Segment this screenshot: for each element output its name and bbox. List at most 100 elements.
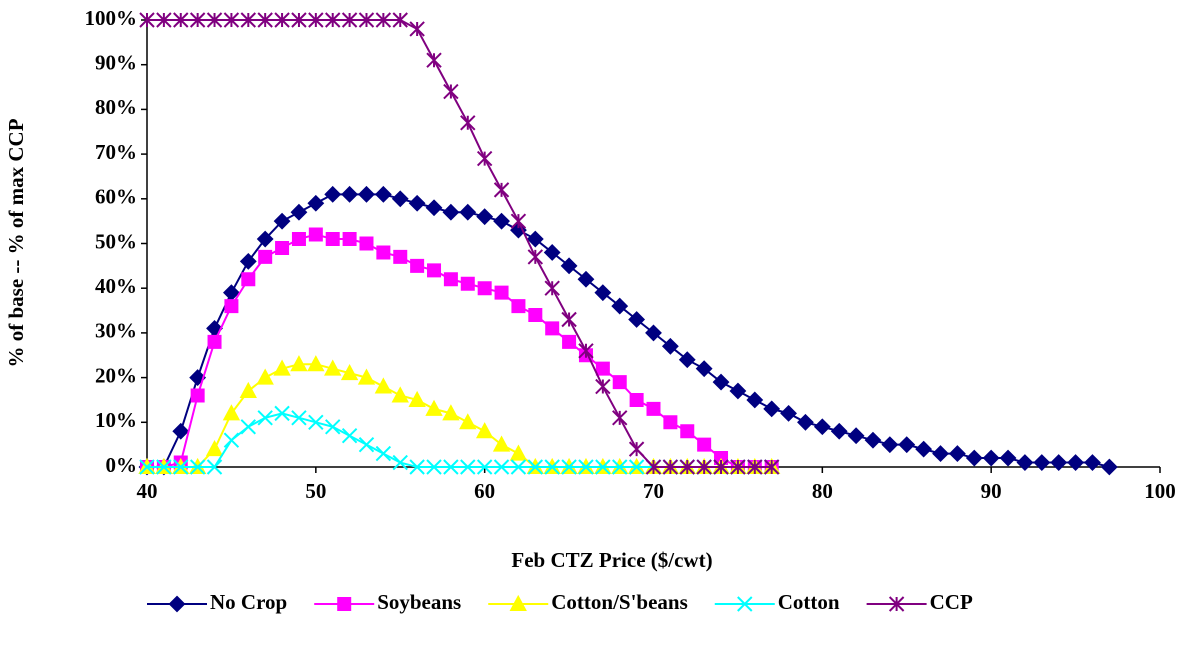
marker [712, 373, 730, 391]
marker [864, 431, 882, 449]
y-tick-label: 0% [106, 453, 138, 477]
marker [545, 321, 560, 336]
marker [410, 258, 425, 273]
marker [509, 444, 528, 461]
marker [577, 270, 595, 288]
marker [426, 459, 442, 475]
marker [240, 12, 257, 28]
marker [629, 392, 644, 407]
marker [257, 410, 273, 426]
marker [544, 280, 560, 296]
marker [595, 361, 610, 376]
marker [359, 236, 374, 251]
legend-item: CCP [866, 590, 973, 614]
marker [341, 428, 358, 444]
marker [443, 83, 459, 100]
marker [493, 212, 510, 230]
legend-item: No Crop [147, 590, 287, 614]
marker [308, 227, 323, 242]
marker [172, 422, 190, 440]
marker [290, 355, 308, 372]
marker [526, 230, 544, 248]
y-tick-label: 20% [95, 363, 137, 387]
legend-label: No Crop [210, 590, 287, 614]
marker [425, 399, 443, 416]
marker [679, 459, 695, 475]
marker [290, 203, 308, 221]
y-tick-label: 80% [95, 95, 137, 119]
marker [375, 445, 392, 462]
marker [492, 435, 511, 452]
marker [425, 199, 443, 217]
marker [392, 454, 408, 471]
marker [189, 459, 206, 475]
marker [493, 459, 510, 475]
marker [442, 203, 460, 221]
marker [628, 311, 646, 328]
marker [274, 12, 290, 28]
marker [257, 12, 273, 28]
marker [612, 410, 628, 426]
marker [965, 449, 983, 467]
marker [308, 12, 324, 28]
marker [729, 382, 747, 400]
y-tick-label: 100% [85, 6, 138, 30]
series-line [147, 363, 772, 468]
marker [746, 391, 764, 409]
marker [730, 459, 746, 475]
marker [442, 404, 460, 421]
marker [595, 378, 611, 395]
marker [324, 185, 342, 203]
marker [222, 404, 241, 421]
marker [1084, 454, 1101, 471]
marker [156, 12, 172, 28]
marker [713, 459, 729, 475]
marker [274, 405, 290, 422]
marker [509, 594, 527, 611]
marker [915, 440, 933, 458]
marker [340, 364, 359, 381]
marker [426, 52, 442, 68]
y-tick-label: 30% [95, 319, 137, 343]
marker [763, 459, 780, 475]
marker [561, 459, 577, 475]
marker [898, 436, 916, 454]
series-line [147, 19, 772, 468]
legend-item: Cotton/S'beans [488, 590, 688, 614]
marker [376, 245, 391, 260]
marker [696, 459, 712, 475]
marker [737, 596, 753, 612]
y-tick-label: 40% [95, 274, 137, 298]
marker [409, 459, 425, 475]
marker [189, 12, 206, 28]
marker [342, 232, 357, 247]
marker [207, 334, 222, 349]
marker [224, 299, 239, 314]
marker [561, 311, 577, 328]
x-axis-title: Feb CTZ Price ($/cwt) [511, 548, 712, 572]
marker [408, 194, 426, 212]
marker [510, 459, 527, 475]
marker [560, 257, 578, 275]
marker [578, 459, 594, 475]
marker [241, 272, 256, 287]
marker [646, 401, 661, 416]
marker [510, 213, 527, 229]
marker [476, 208, 494, 226]
marker [307, 355, 325, 372]
marker [460, 115, 476, 131]
marker [948, 445, 966, 463]
marker [392, 12, 408, 28]
marker [256, 230, 274, 248]
marker [205, 440, 224, 457]
marker [239, 381, 257, 399]
marker [273, 359, 291, 376]
marker [1016, 454, 1034, 471]
legend-label: Cotton [778, 590, 840, 614]
marker [375, 12, 392, 28]
legend-label: Cotton/S'beans [551, 590, 688, 614]
marker [325, 419, 341, 435]
marker [443, 459, 459, 475]
marker [358, 436, 375, 453]
